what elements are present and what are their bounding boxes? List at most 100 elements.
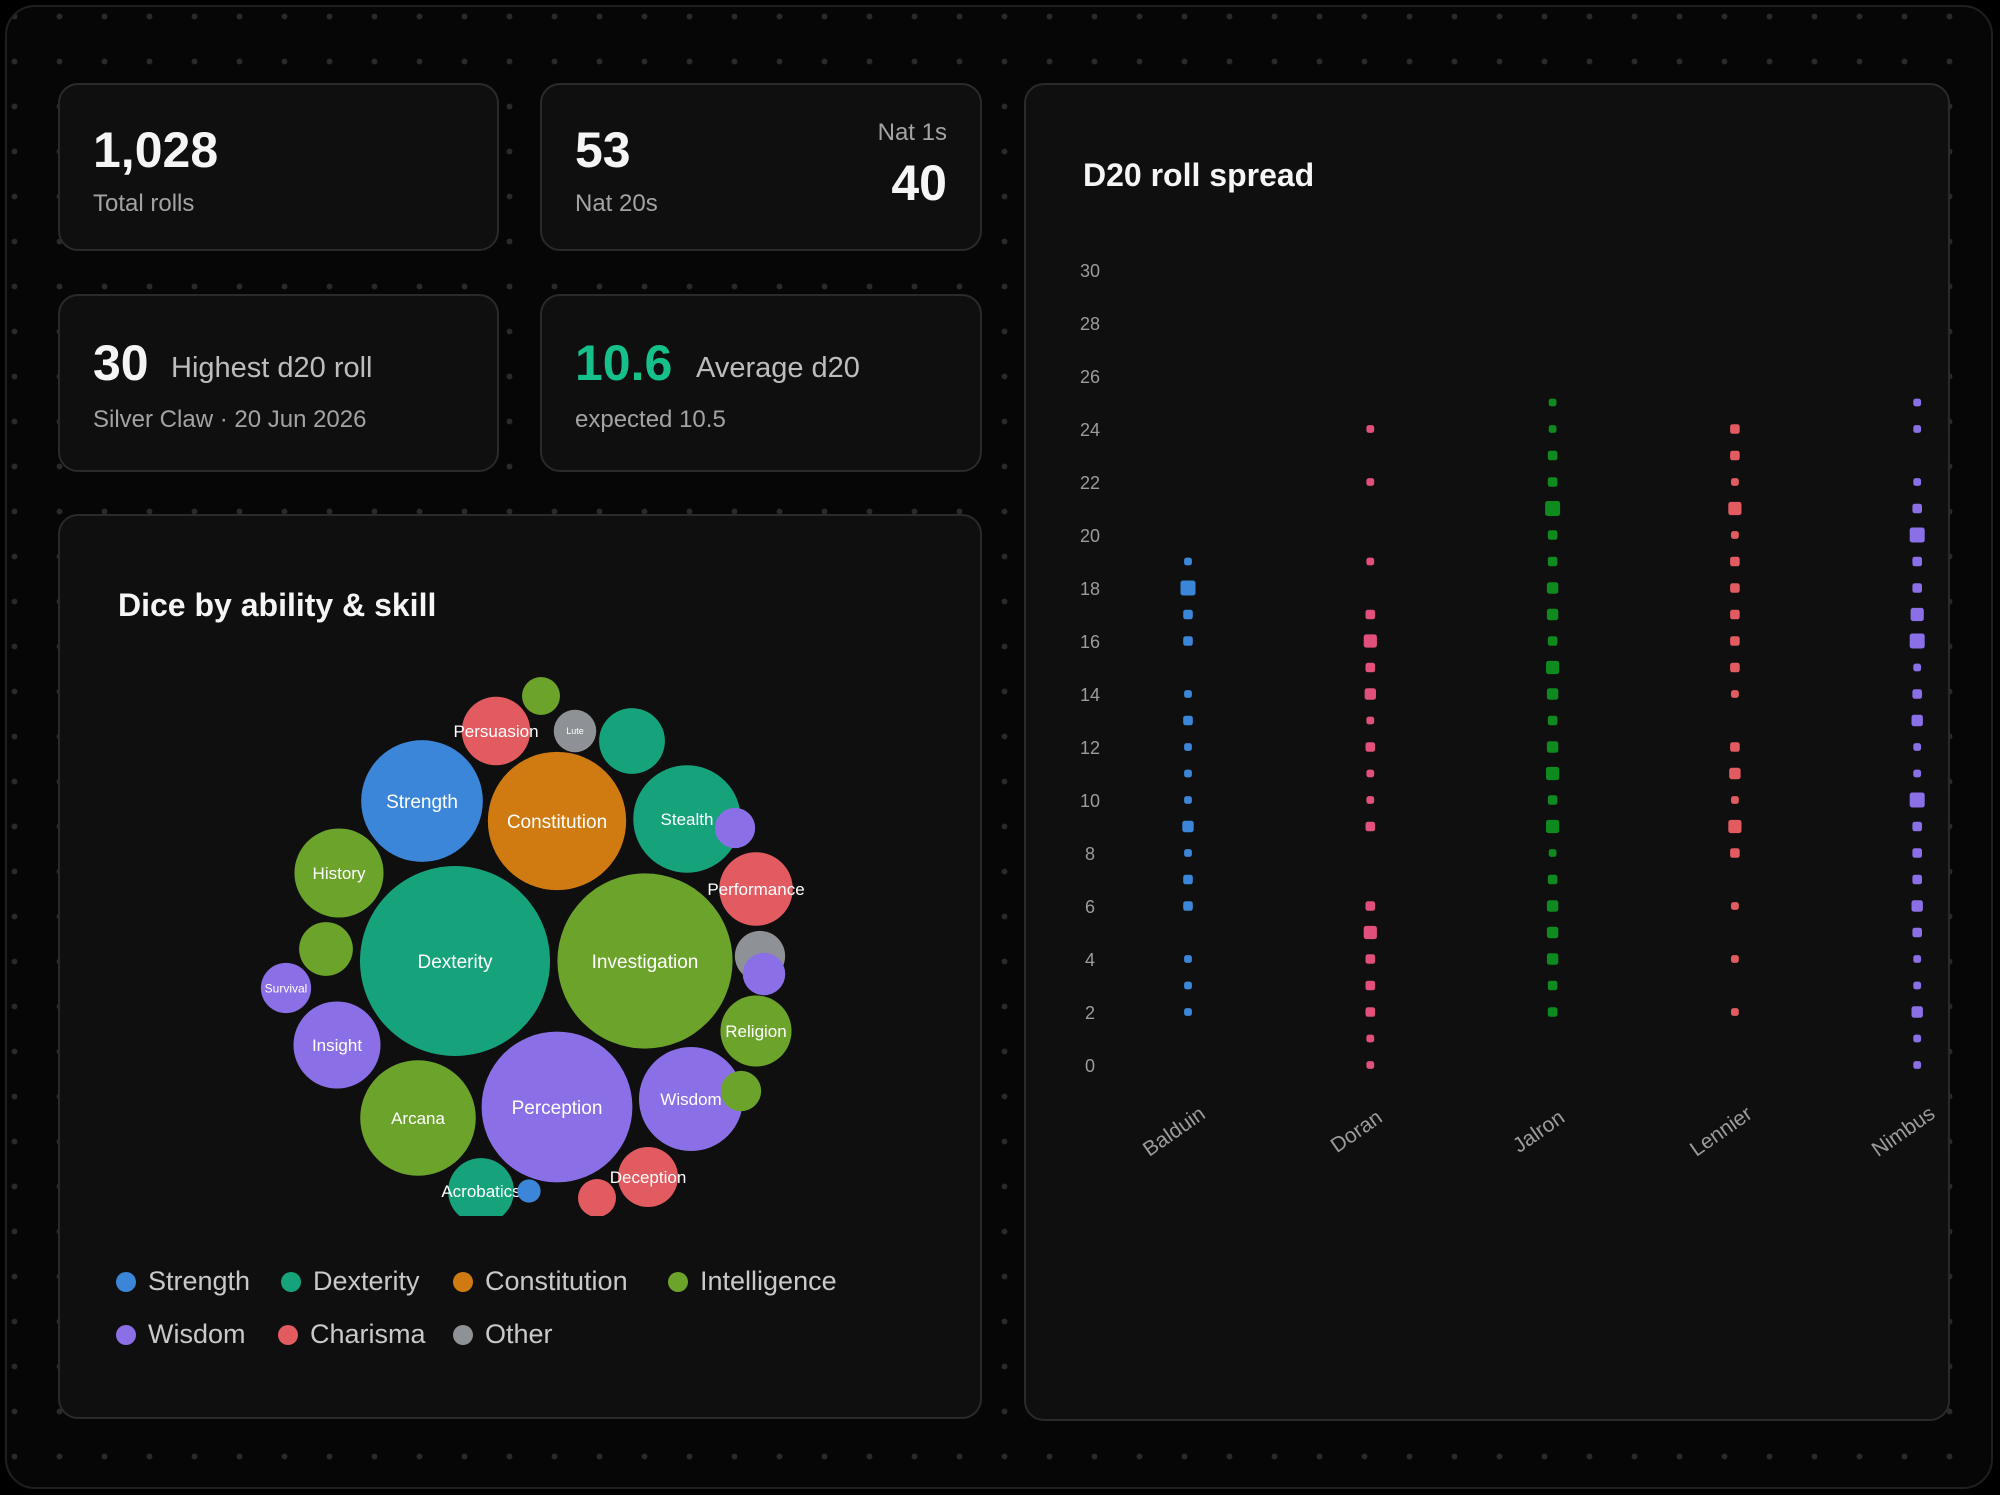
roll-mark-doran-16 xyxy=(1363,634,1377,648)
roll-mark-doran-19 xyxy=(1366,557,1375,566)
roll-mark-jalron-9 xyxy=(1546,819,1560,834)
spread-chart-title: D20 roll spread xyxy=(1083,157,1315,193)
roll-mark-doran-11 xyxy=(1366,769,1375,778)
roll-mark-nimbus-9 xyxy=(1912,821,1922,832)
roll-mark-nimbus-2 xyxy=(1911,1006,1923,1018)
y-tick-10: 10 xyxy=(1080,791,1100,811)
roll-mark-jalron-18 xyxy=(1546,582,1559,594)
bubble-acrobatics xyxy=(448,1158,514,1216)
roll-mark-lennier-4 xyxy=(1731,955,1739,963)
bubble-label-insight: Insight xyxy=(312,1036,362,1055)
bubble-label-investigation: Investigation xyxy=(592,952,699,973)
y-tick-4: 4 xyxy=(1085,950,1095,970)
roll-mark-lennier-14 xyxy=(1731,690,1739,698)
roll-mark-nimbus-7 xyxy=(1912,874,1922,885)
roll-mark-jalron-20 xyxy=(1547,530,1558,540)
roll-mark-jalron-25 xyxy=(1548,398,1557,407)
y-tick-14: 14 xyxy=(1080,685,1100,705)
bubble-label-performance: Performance xyxy=(707,880,804,899)
roll-mark-balduin-17 xyxy=(1183,609,1193,620)
roll-mark-lennier-11 xyxy=(1729,767,1741,780)
roll-mark-nimbus-10 xyxy=(1909,792,1925,808)
bubble-survival xyxy=(260,962,312,1014)
bubble-intelligence-22 xyxy=(720,1070,762,1112)
roll-mark-lennier-24 xyxy=(1730,424,1740,434)
roll-mark-lennier-15 xyxy=(1730,662,1740,673)
roll-mark-doran-3 xyxy=(1365,980,1376,991)
roll-mark-lennier-23 xyxy=(1730,450,1740,461)
y-tick-0: 0 xyxy=(1085,1056,1095,1076)
roll-mark-lennier-17 xyxy=(1730,609,1740,620)
bubble-chart-card: Dice by ability & skill Dexterity Investi… xyxy=(58,514,982,1419)
average-roll-sub: expected 10.5 xyxy=(575,406,726,433)
bubble-label-persuasion: Persuasion xyxy=(453,722,538,741)
legend-dot-other xyxy=(453,1324,473,1345)
roll-mark-nimbus-25 xyxy=(1913,398,1922,407)
roll-mark-lennier-18 xyxy=(1730,583,1740,593)
legend-item-strength[interactable]: Strength xyxy=(116,1266,250,1297)
bubble-label-deception: Deception xyxy=(610,1168,687,1187)
roll-mark-lennier-10 xyxy=(1731,796,1739,804)
legend-dot-strength xyxy=(116,1271,136,1292)
legend-dot-charisma xyxy=(278,1324,298,1345)
nat20s-label: Nat 20s xyxy=(575,190,658,217)
roll-mark-jalron-11 xyxy=(1546,766,1560,781)
legend-item-intelligence[interactable]: Intelligence xyxy=(668,1266,837,1297)
roll-mark-jalron-7 xyxy=(1547,874,1558,885)
bubble-performance xyxy=(719,852,793,926)
nat1s-label: Nat 1s xyxy=(877,119,947,146)
roll-mark-jalron-3 xyxy=(1547,980,1558,991)
highest-roll-value: 30 xyxy=(93,335,149,391)
bubble-charisma-24 xyxy=(578,1179,616,1216)
roll-mark-nimbus-22 xyxy=(1913,478,1922,486)
roll-mark-doran-9 xyxy=(1365,821,1376,832)
roll-mark-lennier-12 xyxy=(1730,742,1740,752)
roll-mark-lennier-6 xyxy=(1731,902,1739,910)
bubble-stealth xyxy=(633,765,741,873)
roll-mark-nimbus-19 xyxy=(1912,556,1922,567)
roll-mark-balduin-16 xyxy=(1183,636,1193,646)
legend-item-charisma[interactable]: Charisma xyxy=(278,1319,426,1350)
roll-mark-nimbus-12 xyxy=(1913,743,1922,751)
bubble-deception xyxy=(617,1146,679,1208)
legend-label-other: Other xyxy=(485,1319,553,1349)
legend-dot-wisdom xyxy=(116,1324,136,1345)
roll-mark-balduin-14 xyxy=(1184,690,1192,698)
total-rolls-card: 1,028 Total rolls xyxy=(58,83,499,251)
legend-label-strength: Strength xyxy=(148,1266,251,1296)
legend-item-other[interactable]: Other xyxy=(453,1319,553,1350)
roll-mark-nimbus-15 xyxy=(1913,663,1922,672)
legend-item-constitution[interactable]: Constitution xyxy=(453,1266,628,1297)
roll-mark-lennier-22 xyxy=(1731,478,1739,486)
legend-label-constitution: Constitution xyxy=(485,1266,628,1296)
bubble-arcana xyxy=(360,1060,476,1176)
legend-item-wisdom[interactable]: Wisdom xyxy=(116,1319,246,1350)
legend-dot-intelligence xyxy=(668,1271,688,1292)
legend-item-dexterity[interactable]: Dexterity xyxy=(281,1266,420,1297)
y-tick-6: 6 xyxy=(1085,897,1095,917)
legend-label-charisma: Charisma xyxy=(310,1319,426,1349)
roll-mark-doran-10 xyxy=(1366,796,1375,804)
nat20s-value: 53 xyxy=(575,122,631,178)
roll-mark-nimbus-6 xyxy=(1911,900,1923,912)
roll-mark-jalron-19 xyxy=(1547,556,1558,567)
roll-mark-jalron-14 xyxy=(1546,688,1559,700)
roll-mark-lennier-20 xyxy=(1731,531,1739,539)
roll-mark-balduin-2 xyxy=(1184,1008,1192,1016)
roll-mark-doran-2 xyxy=(1365,1007,1376,1017)
y-tick-12: 12 xyxy=(1080,738,1100,758)
roll-mark-jalron-6 xyxy=(1546,900,1559,912)
bubble-lute xyxy=(553,709,597,753)
bubble-history xyxy=(294,828,384,918)
roll-mark-doran-4 xyxy=(1365,954,1376,964)
bubble-intelligence-16 xyxy=(299,922,353,976)
bubble-insight xyxy=(293,1001,381,1089)
y-tick-18: 18 xyxy=(1080,579,1100,599)
y-tick-20: 20 xyxy=(1080,526,1100,546)
bubble-perception xyxy=(481,1031,633,1183)
y-tick-16: 16 xyxy=(1080,632,1100,652)
roll-mark-jalron-16 xyxy=(1547,636,1558,646)
roll-mark-balduin-3 xyxy=(1184,981,1192,990)
highest-roll-label: Highest d20 roll xyxy=(171,352,373,384)
roll-mark-lennier-9 xyxy=(1728,819,1742,834)
